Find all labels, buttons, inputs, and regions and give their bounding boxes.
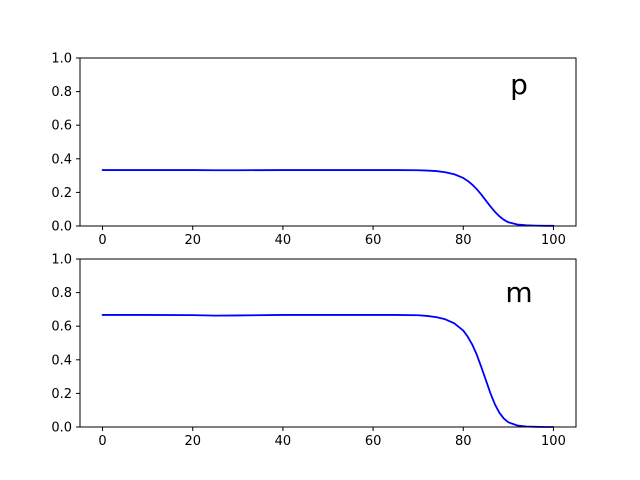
bottom-subplot-ytick-label: 0.8: [51, 286, 72, 301]
bottom-subplot-ytick-label: 0.0: [51, 421, 72, 436]
top-subplot-xtick-label: 80: [455, 233, 472, 248]
top-subplot-ytick-label: 0.8: [51, 85, 72, 100]
top-subplot-frame: [79, 57, 577, 227]
top-subplot-series-line-0: [101, 169, 555, 227]
top-subplot-ytick-label: 1.0: [51, 52, 72, 67]
bottom-subplot: 0 20 40 60 80 100 0.0 0.2 0.4 0.6 0.8 1.0 m: [51, 253, 577, 450]
bottom-subplot-xtick-label: 0: [98, 434, 106, 449]
top-subplot-label-p: p: [510, 68, 528, 101]
bottom-subplot-ytick-label: 0.6: [51, 320, 72, 335]
bottom-subplot-lines: [101, 314, 555, 428]
top-subplot-xtick-label: 0: [98, 233, 106, 248]
top-subplot-xtick-label: 20: [184, 233, 201, 248]
top-subplot-xtick-label: 40: [275, 233, 292, 248]
bottom-subplot-label-m: m: [505, 276, 532, 309]
bottom-subplot-ticks: 0 20 40 60 80 100 0.0 0.2 0.4 0.6 0.8 1.0: [51, 253, 566, 450]
top-subplot-ytick-label: 0.6: [51, 119, 72, 134]
top-subplot: 0 20 40 60 80 100 0.0 0.2 0.4 0.6 0.8 1.0 p: [51, 52, 577, 249]
top-subplot-xtick-label: 60: [365, 233, 382, 248]
bottom-subplot-ytick-label: 0.4: [51, 353, 72, 368]
bottom-subplot-ytick-label: 0.2: [51, 387, 72, 402]
bottom-subplot-xtick-label: 20: [184, 434, 201, 449]
top-subplot-ytick-label: 0.4: [51, 152, 72, 167]
bottom-subplot-xtick-label: 80: [455, 434, 472, 449]
bottom-subplot-xtick-label: 40: [275, 434, 292, 449]
bottom-subplot-xtick-label: 60: [365, 434, 382, 449]
top-subplot-ticks: 0 20 40 60 80 100 0.0 0.2 0.4 0.6 0.8 1.0: [51, 52, 566, 249]
bottom-subplot-series-line-0: [101, 314, 555, 428]
top-subplot-lines: [101, 169, 555, 227]
top-subplot-ytick-label: 0.2: [51, 186, 72, 201]
bottom-subplot-ytick-label: 1.0: [51, 253, 72, 268]
top-subplot-xtick-label: 100: [541, 233, 566, 248]
bottom-subplot-xtick-label: 100: [541, 434, 566, 449]
bottom-subplot-frame: [79, 258, 577, 428]
top-subplot-ytick-label: 0.0: [51, 220, 72, 235]
